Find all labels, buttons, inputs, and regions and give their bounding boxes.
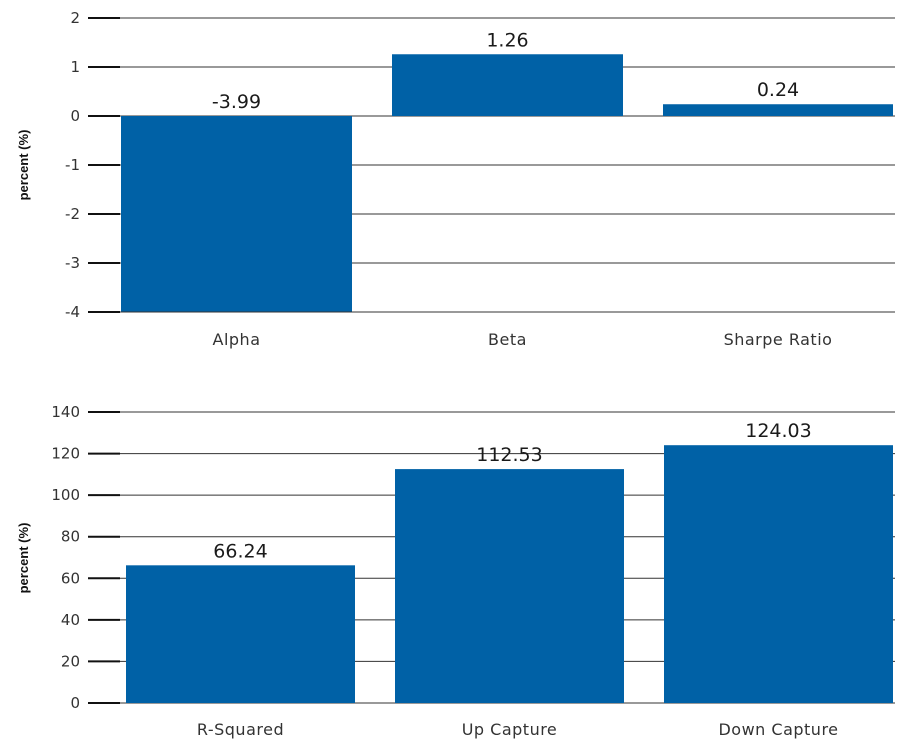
y-tick-label: 40 bbox=[61, 611, 80, 629]
y-tick-label: -1 bbox=[65, 156, 80, 174]
bar-down-capture bbox=[664, 445, 893, 703]
y-tick-label: 20 bbox=[61, 652, 80, 670]
y-tick-label: 60 bbox=[61, 569, 80, 587]
bar-beta bbox=[392, 54, 623, 116]
data-label: 112.53 bbox=[476, 444, 542, 466]
y-tick-label: 2 bbox=[70, 9, 80, 27]
category-label: Beta bbox=[488, 330, 527, 349]
data-label: 0.24 bbox=[757, 79, 799, 101]
risk-stats-bar-chart: 2 1 0 -1 -2 -3 -4 percent (%) -3.99 Alpha 1.26 Beta… bbox=[16, 9, 895, 349]
bar-alpha bbox=[121, 116, 352, 312]
category-label: R-Squared bbox=[197, 720, 284, 739]
data-label: 124.03 bbox=[745, 420, 811, 442]
y-tick-label: 100 bbox=[51, 486, 80, 504]
y-axis-title: percent (%) bbox=[16, 130, 31, 201]
y-axis-title: percent (%) bbox=[16, 523, 31, 594]
y-tick-label: 0 bbox=[70, 107, 80, 125]
category-label: Sharpe Ratio bbox=[724, 330, 833, 349]
data-label: 1.26 bbox=[486, 29, 528, 51]
y-tick-label: 140 bbox=[51, 403, 80, 421]
data-label: 66.24 bbox=[213, 540, 267, 562]
y-tick-label: -2 bbox=[65, 205, 80, 223]
y-tick-label: 1 bbox=[70, 58, 80, 76]
y-tick-label: 0 bbox=[70, 694, 80, 712]
bar-r-squared bbox=[126, 565, 355, 703]
category-label: Up Capture bbox=[462, 720, 558, 739]
y-tick-label: 80 bbox=[61, 528, 80, 546]
data-label: -3.99 bbox=[212, 91, 261, 113]
capture-stats-bar-chart: 140 120 100 80 60 40 20 0 percent (%) 66.24 R-Squa… bbox=[16, 403, 895, 739]
bar-sharpe-ratio bbox=[663, 104, 893, 116]
y-tick-label: 120 bbox=[51, 445, 80, 463]
y-tick-label: -3 bbox=[65, 254, 80, 272]
bar-up-capture bbox=[395, 469, 624, 703]
y-tick-label: -4 bbox=[65, 303, 80, 321]
category-label: Down Capture bbox=[718, 720, 838, 739]
category-label: Alpha bbox=[213, 330, 261, 349]
